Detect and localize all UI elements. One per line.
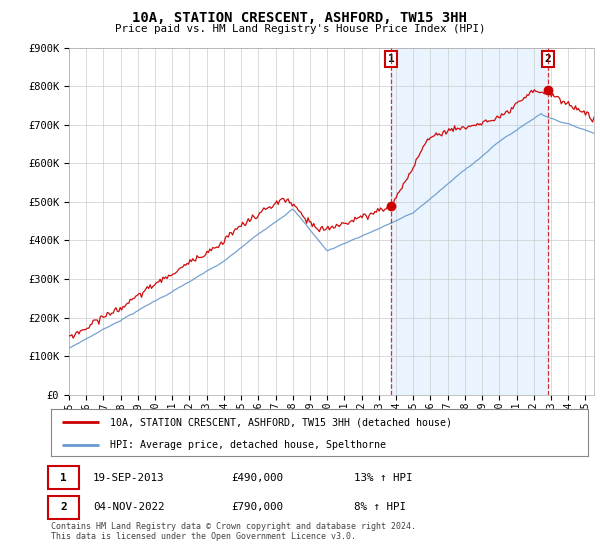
Text: 04-NOV-2022: 04-NOV-2022 (93, 502, 164, 512)
Bar (391, 48, 548, 395)
Text: 1: 1 (60, 473, 67, 483)
Text: £490,000: £490,000 (231, 473, 283, 483)
Text: 13% ↑ HPI: 13% ↑ HPI (354, 473, 413, 483)
Text: 2: 2 (60, 502, 67, 512)
Text: HPI: Average price, detached house, Spelthorne: HPI: Average price, detached house, Spel… (110, 440, 386, 450)
Text: 2: 2 (545, 54, 551, 64)
Text: 10A, STATION CRESCENT, ASHFORD, TW15 3HH (detached house): 10A, STATION CRESCENT, ASHFORD, TW15 3HH… (110, 417, 452, 427)
Text: 10A, STATION CRESCENT, ASHFORD, TW15 3HH: 10A, STATION CRESCENT, ASHFORD, TW15 3HH (133, 11, 467, 25)
Text: Price paid vs. HM Land Registry's House Price Index (HPI): Price paid vs. HM Land Registry's House … (115, 24, 485, 34)
Text: 1: 1 (388, 54, 395, 64)
Text: £790,000: £790,000 (231, 502, 283, 512)
Text: 19-SEP-2013: 19-SEP-2013 (93, 473, 164, 483)
Text: Contains HM Land Registry data © Crown copyright and database right 2024.
This d: Contains HM Land Registry data © Crown c… (51, 522, 416, 542)
Text: 8% ↑ HPI: 8% ↑ HPI (354, 502, 406, 512)
